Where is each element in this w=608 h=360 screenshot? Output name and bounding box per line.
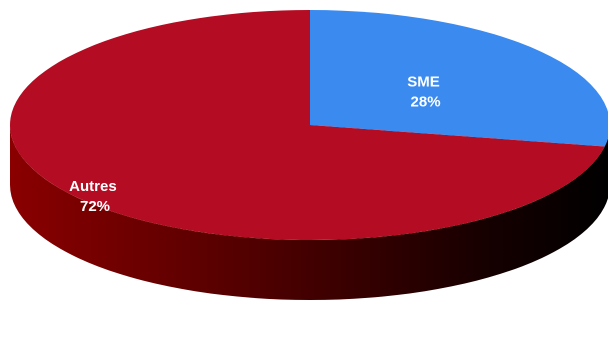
slice-name-sme: SME	[407, 73, 440, 90]
slice-label-sme: SME 28%	[407, 73, 444, 110]
pie-side-walls	[10, 125, 608, 300]
slice-label-autres: Autres 72%	[69, 178, 121, 215]
pie-slice-autres	[9, 10, 605, 240]
slice-labels: SME 28% Autres 72%	[69, 73, 444, 215]
slice-percent-sme: 28%	[411, 93, 441, 110]
slice-percent-autres: 72%	[80, 198, 110, 215]
pie-slice-sme	[310, 10, 608, 147]
slice-name-autres: Autres	[69, 178, 117, 195]
pie-slices	[9, 10, 608, 240]
pie-side-wall	[10, 125, 608, 300]
